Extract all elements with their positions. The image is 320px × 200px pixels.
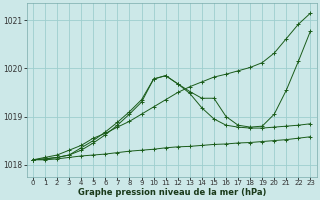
X-axis label: Graphe pression niveau de la mer (hPa): Graphe pression niveau de la mer (hPa)	[77, 188, 266, 197]
